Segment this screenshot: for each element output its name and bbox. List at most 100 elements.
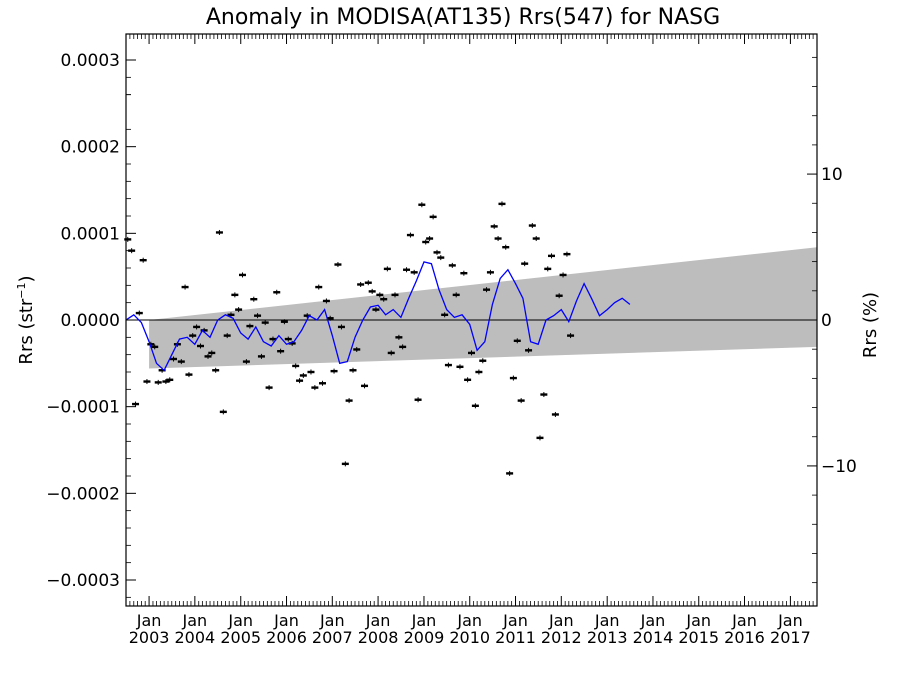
anomaly-point [219,409,227,415]
anomaly-point [189,333,197,339]
x-tick-year: 2003 [129,628,170,647]
x-tick-year: 2005 [220,628,261,647]
anomaly-point [559,272,567,278]
anomaly-point [166,377,174,383]
anomaly-point [292,363,300,369]
anomaly-point [536,435,544,441]
x-tick-month: Jan [456,611,482,630]
anomaly-point [498,201,506,207]
x-tick-month: Jan [319,611,345,630]
y2-tick-label: 10 [821,165,843,185]
x-tick-year: 2009 [404,628,445,647]
anomaly-point [265,385,273,391]
anomaly-point [528,223,536,229]
anomaly-point [227,312,235,318]
uncertainty-band-layer [149,247,817,369]
anomaly-point [261,320,269,326]
anomaly-point [437,255,445,261]
anomaly-point [532,236,540,242]
anomaly-point [204,353,212,359]
anomaly-point [441,312,449,318]
anomaly-point [548,253,556,259]
y2-tick-label: −10 [821,457,857,477]
anomaly-point [391,292,399,298]
anomaly-point [334,262,342,268]
x-tick-year: 2014 [633,628,674,647]
anomaly-point [506,470,514,476]
x-tick-month: Jan [594,611,620,630]
anomaly-point [196,343,204,349]
anomaly-point [486,269,494,275]
chart-title: Anomaly in MODISA(AT135) Rrs(547) for NA… [206,5,720,30]
anomaly-point [223,333,231,339]
anomaly-point [284,336,292,342]
anomaly-point [208,350,216,356]
anomaly-point [246,323,254,329]
x-tick-month: Jan [136,611,162,630]
y2-tick-label: 0 [821,311,832,331]
anomaly-point [185,372,193,378]
anomaly-point [269,336,277,342]
anomaly-point [387,350,395,356]
anomaly-point [509,375,517,381]
anomaly-point [277,348,285,354]
anomaly-point [372,307,380,313]
anomaly-point [239,272,247,278]
anomaly-point [353,346,361,352]
anomaly-point [315,284,323,290]
x-tick-month: Jan [548,611,574,630]
anomaly-point [345,398,353,404]
anomaly-point [299,372,307,378]
x-tick-month: Jan [411,611,437,630]
y-tick-label: 0.0002 [61,138,120,158]
right-axis: 10 0 −10 [807,56,857,584]
anomaly-point [483,287,491,293]
anomaly-point [426,236,434,242]
anomaly-point [273,289,281,295]
anomaly-points-layer [124,201,575,476]
anomaly-point [464,377,472,383]
x-tick-month: Jan [273,611,299,630]
anomaly-point [341,461,349,467]
anomaly-point [250,296,258,302]
anomaly-point [410,269,418,275]
x-tick-year: 2017 [770,628,811,647]
anomaly-point [257,353,265,359]
anomaly-point [337,324,345,330]
anomaly-point [502,244,510,250]
x-tick-year: 2015 [678,628,719,647]
anomaly-point [376,292,384,298]
anomaly-point [399,344,407,350]
anomaly-point [429,214,437,220]
anomaly-point [143,379,151,385]
x-tick-month: Jan [640,611,666,630]
anomaly-point [544,266,552,272]
x-tick-year: 2011 [495,628,536,647]
anomaly-point [170,356,178,362]
anomaly-point [471,403,479,409]
time-axis: Jan2003Jan2004Jan2005Jan2006Jan2007Jan20… [125,34,818,647]
anomaly-point [368,288,376,294]
anomaly-point [254,313,262,319]
anomaly-point [456,364,464,370]
anomaly-point [494,236,502,242]
y-axis-title: Rrs (str−1) [15,275,37,364]
anomaly-point [513,338,521,344]
anomaly-point [349,367,357,373]
anomaly-point [361,383,369,389]
anomaly-point [139,257,147,263]
anomaly-point [212,367,220,373]
y-tick-label: −0.0001 [46,398,120,418]
anomaly-point [154,379,162,385]
anomaly-point [280,319,288,325]
x-tick-year: 2012 [541,628,582,647]
x-tick-year: 2007 [312,628,353,647]
y-tick-label: −0.0003 [46,571,120,591]
anomaly-point [132,401,140,407]
x-tick-month: Jan [685,611,711,630]
anomaly-point [403,267,411,273]
anomaly-point [517,398,525,404]
anomaly-point [395,334,403,340]
anomaly-point [525,347,533,353]
running-mean-layer [125,261,631,372]
